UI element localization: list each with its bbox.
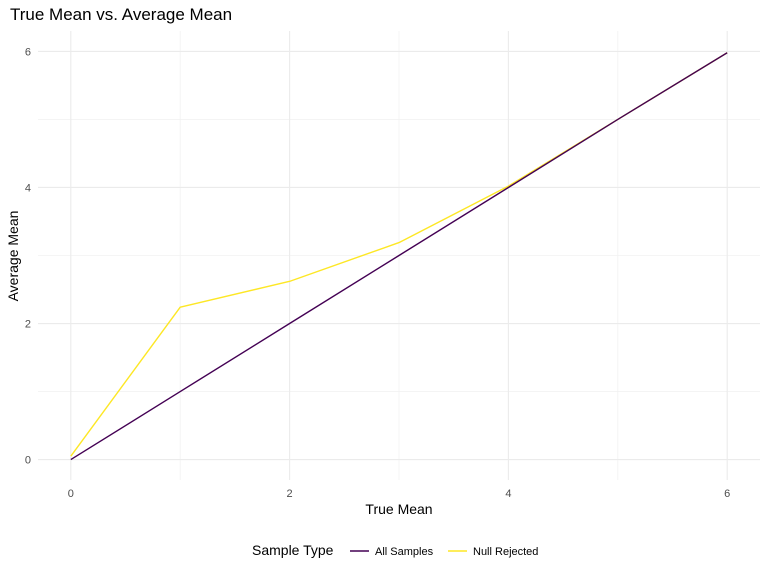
y-tick-label: 6 — [25, 46, 31, 58]
x-tick-label: 4 — [505, 488, 511, 500]
y-tick-label: 4 — [25, 182, 31, 194]
x-tick-label: 0 — [68, 488, 74, 500]
y-axis-ticks: 0 2 4 6 — [25, 46, 31, 466]
legend-title: Sample Type — [252, 542, 334, 558]
legend-label: All Samples — [375, 546, 434, 558]
y-tick-label: 2 — [25, 319, 31, 331]
x-tick-label: 2 — [287, 488, 293, 500]
y-tick-label: 0 — [25, 455, 31, 467]
x-axis-label: True Mean — [365, 501, 432, 517]
plot-panel — [38, 31, 760, 480]
x-axis-ticks: 0 2 4 6 — [68, 488, 730, 500]
legend: Sample Type All Samples Null Rejected — [252, 542, 538, 558]
series-lines — [70, 52, 728, 461]
legend-label: Null Rejected — [473, 546, 538, 558]
x-tick-label: 6 — [724, 488, 730, 500]
series-line-all-samples — [70, 52, 728, 461]
chart-title: True Mean vs. Average Mean — [10, 5, 232, 24]
y-axis-label: Average Mean — [5, 211, 21, 302]
